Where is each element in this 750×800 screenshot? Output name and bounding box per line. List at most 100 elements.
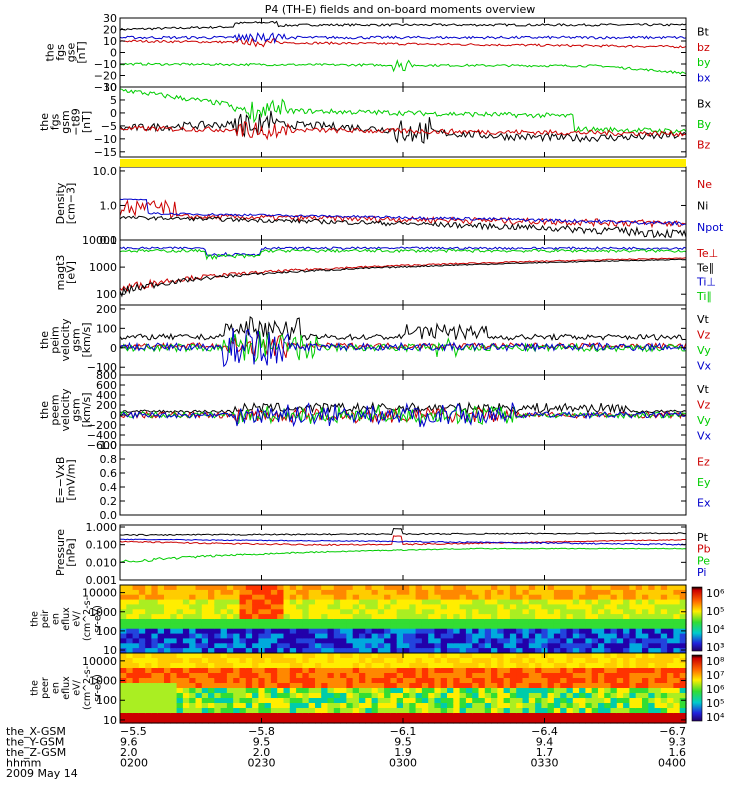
- spectrogram-cell: [434, 628, 442, 635]
- spectrogram-cell: [384, 585, 391, 591]
- spectrogram-cell: [579, 693, 586, 699]
- spectrogram-cell: [541, 594, 549, 601]
- spectrogram-cell: [654, 678, 662, 684]
- spectrogram-cell: [648, 643, 656, 649]
- spectrogram-cell: [164, 619, 171, 625]
- legend-label: Ti∥: [696, 290, 712, 303]
- spectrogram-cell: [365, 599, 373, 606]
- spectrogram-cell: [333, 698, 341, 704]
- spectrogram-cell: [327, 599, 335, 606]
- spectrogram-cell: [428, 663, 436, 669]
- spectrogram-cell: [484, 668, 492, 674]
- spectrogram-cell: [327, 678, 335, 684]
- spectrogram-cell: [428, 673, 436, 679]
- spectrogram-cell: [132, 663, 140, 669]
- spectrogram-cell: [579, 643, 586, 649]
- spectrogram-cell: [447, 713, 454, 719]
- spectrogram-cell: [535, 633, 542, 640]
- spectrogram-cell: [283, 585, 291, 591]
- y-tick-label: 1.0: [100, 439, 118, 452]
- spectrogram-cell: [321, 648, 329, 654]
- spectrogram-cell: [315, 589, 322, 596]
- x-axis-value: 9.6: [120, 736, 138, 749]
- spectrogram-cell: [428, 668, 436, 674]
- spectrogram-cell: [201, 658, 209, 664]
- spectrogram-cell: [270, 683, 278, 689]
- spectrogram-cell: [182, 663, 190, 669]
- spectrogram-cell: [189, 693, 197, 699]
- spectrogram-cell: [346, 594, 354, 601]
- spectrogram-cell: [465, 594, 473, 601]
- spectrogram-cell: [245, 663, 253, 669]
- spectrogram-cell: [566, 693, 574, 699]
- spectrogram-cell: [598, 614, 605, 620]
- spectrogram-cell: [648, 683, 656, 689]
- spectrogram-cell: [277, 703, 285, 709]
- spectrogram-cell: [440, 619, 448, 625]
- spectrogram-cell: [660, 718, 668, 724]
- spectrogram-cell: [509, 594, 517, 601]
- spectrogram-cell: [283, 633, 291, 640]
- spectrogram-cell: [667, 633, 674, 640]
- spectrogram-cell: [453, 604, 461, 610]
- spectrogram-cell: [352, 703, 360, 709]
- spectrogram-cell: [151, 643, 159, 649]
- spectrogram-cell: [120, 688, 127, 694]
- spectrogram-cell: [585, 589, 593, 596]
- spectrogram-cell: [308, 638, 316, 644]
- spectrogram-cell: [359, 703, 366, 709]
- spectrogram-cell: [598, 668, 605, 674]
- spectrogram-cell: [264, 698, 272, 704]
- spectrogram-cell: [409, 668, 417, 674]
- spectrogram-cell: [654, 708, 662, 714]
- spectrogram-cell: [635, 668, 643, 674]
- spectrogram-cell: [560, 628, 568, 635]
- spectrogram-cell: [384, 594, 391, 601]
- spectrogram-cell: [120, 673, 127, 679]
- spectrogram-cell: [679, 594, 687, 601]
- spectrogram-cell: [321, 673, 329, 679]
- spectrogram-cell: [660, 648, 668, 654]
- spectrogram-cell: [321, 713, 329, 719]
- spectrogram-cell: [120, 693, 127, 699]
- spectrogram-cell: [642, 673, 649, 679]
- spectrogram-cell: [428, 609, 436, 615]
- spectrogram-cell: [120, 585, 127, 591]
- spectrogram-cell: [138, 604, 146, 610]
- spectrogram-cell: [270, 633, 278, 640]
- spectrogram-cell: [195, 633, 203, 640]
- spectrogram-cell: [667, 688, 674, 694]
- spectrogram-cell: [409, 623, 417, 630]
- spectrogram-cell: [403, 713, 410, 719]
- spectrogram-cell: [208, 658, 215, 664]
- series-line-density-Ni: [119, 215, 687, 239]
- spectrogram-cell: [189, 653, 197, 659]
- spectrogram-cell: [138, 668, 146, 674]
- spectrogram-cell: [176, 683, 184, 689]
- spectrogram-cell: [459, 614, 467, 620]
- spectrogram-cell: [497, 663, 505, 669]
- spectrogram-cell: [296, 683, 303, 689]
- spectrogram-cell: [289, 688, 297, 694]
- spectrogram-cell: [591, 703, 599, 709]
- spectrogram-cell: [289, 668, 297, 674]
- spectrogram-cell: [415, 668, 423, 674]
- spectrogram-cell: [654, 638, 662, 644]
- spectrogram-cell: [270, 658, 278, 664]
- spectrogram-cell: [409, 585, 417, 591]
- spectrogram-cell: [560, 683, 568, 689]
- spectrogram-cell: [321, 589, 329, 596]
- spectrogram-cell: [245, 609, 253, 615]
- spectrogram-cell: [459, 609, 467, 615]
- spectrogram-cell: [535, 609, 542, 615]
- spectrogram-cell: [604, 604, 612, 610]
- spectrogram-cell: [660, 638, 668, 644]
- spectrogram-cell: [541, 698, 549, 704]
- spectrogram-cell: [277, 693, 285, 699]
- spectrogram-cell: [610, 623, 618, 630]
- spectrogram-cell: [346, 663, 354, 669]
- spectrogram-cell: [182, 599, 190, 606]
- spectrogram-cell: [579, 708, 586, 714]
- spectrogram-cell: [396, 585, 404, 591]
